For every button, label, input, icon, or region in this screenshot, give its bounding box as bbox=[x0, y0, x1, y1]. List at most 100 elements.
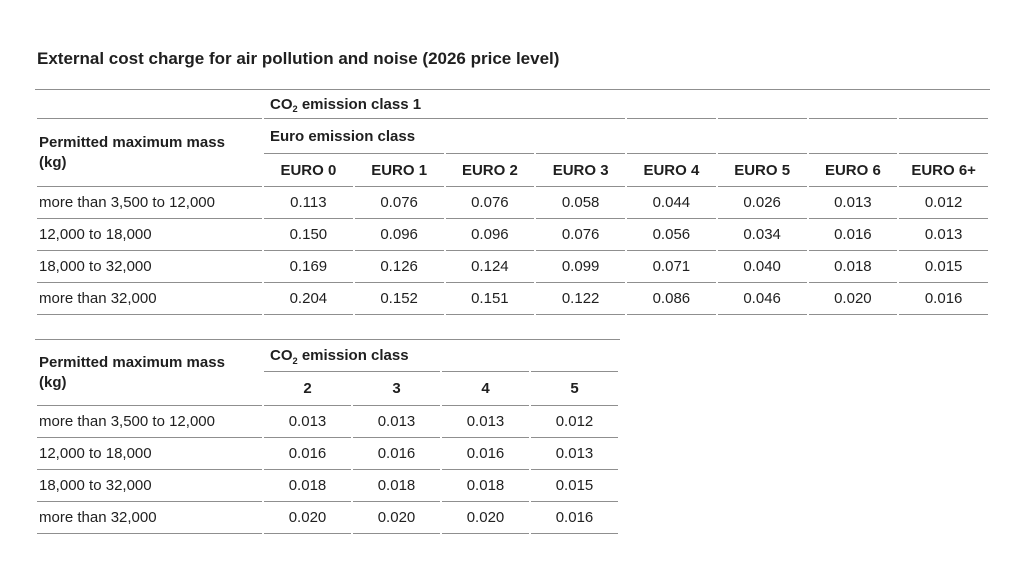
value-cell: 0.016 bbox=[353, 438, 440, 471]
spacer-cell bbox=[899, 119, 988, 155]
value-cell: 0.015 bbox=[899, 251, 988, 284]
value-cell: 0.076 bbox=[354, 187, 444, 220]
column-header-class5: 5 bbox=[531, 372, 618, 407]
value-cell: 0.018 bbox=[264, 470, 351, 503]
value-cell: 0.151 bbox=[445, 283, 535, 316]
spacer-cell bbox=[899, 90, 988, 120]
value-cell: 0.150 bbox=[264, 219, 353, 252]
value-cell: 0.056 bbox=[627, 219, 716, 252]
value-cell: 0.026 bbox=[717, 187, 807, 220]
value-cell: 0.071 bbox=[627, 251, 716, 284]
column-header-euro3: EURO 3 bbox=[536, 154, 625, 188]
row-header-mass: Permitted maximum mass (kg) bbox=[37, 340, 262, 407]
column-header-class4: 4 bbox=[442, 372, 529, 407]
table-row: more than 3,500 to 12,000 0.013 0.013 0.… bbox=[37, 406, 618, 439]
value-cell: 0.096 bbox=[354, 219, 444, 252]
value-cell: 0.034 bbox=[717, 219, 807, 252]
page-content: External cost charge for air pollution a… bbox=[35, 49, 990, 535]
value-cell: 0.169 bbox=[264, 251, 353, 284]
spacer-cell bbox=[536, 119, 625, 155]
row-label: more than 3,500 to 12,000 bbox=[37, 406, 262, 439]
spacer-cell bbox=[717, 90, 807, 120]
spacer-cell bbox=[445, 119, 535, 155]
value-cell: 0.018 bbox=[353, 470, 440, 503]
value-cell: 0.020 bbox=[264, 502, 351, 535]
table-row: more than 32,000 0.020 0.020 0.020 0.016 bbox=[37, 502, 618, 535]
table-row: 18,000 to 32,000 0.018 0.018 0.018 0.015 bbox=[37, 470, 618, 503]
column-header-euro2: EURO 2 bbox=[445, 154, 535, 188]
spacer-cell bbox=[627, 90, 716, 120]
row-header-mass: Permitted maximum mass (kg) bbox=[37, 119, 262, 188]
value-cell: 0.015 bbox=[531, 470, 618, 503]
value-cell: 0.046 bbox=[717, 283, 807, 316]
column-header-euro6: EURO 6 bbox=[808, 154, 898, 188]
table-row: 18,000 to 32,000 0.169 0.126 0.124 0.099… bbox=[37, 251, 988, 284]
value-cell: 0.113 bbox=[264, 187, 353, 220]
value-cell: 0.058 bbox=[536, 187, 625, 220]
column-header-class2: 2 bbox=[264, 372, 351, 407]
value-cell: 0.016 bbox=[442, 438, 529, 471]
row-label: more than 32,000 bbox=[37, 283, 262, 316]
value-cell: 0.013 bbox=[264, 406, 351, 439]
value-cell: 0.122 bbox=[536, 283, 625, 316]
value-cell: 0.016 bbox=[531, 502, 618, 535]
row-label: 12,000 to 18,000 bbox=[37, 438, 262, 471]
co2-emission-class-table: Permitted maximum mass (kg) CO2 emission… bbox=[35, 339, 620, 535]
subscript: 2 bbox=[292, 104, 298, 115]
value-cell: 0.020 bbox=[808, 283, 898, 316]
value-cell: 0.044 bbox=[627, 187, 716, 220]
value-cell: 0.040 bbox=[717, 251, 807, 284]
value-cell: 0.013 bbox=[899, 219, 988, 252]
value-cell: 0.018 bbox=[442, 470, 529, 503]
column-header-class3: 3 bbox=[353, 372, 440, 407]
value-cell: 0.204 bbox=[264, 283, 353, 316]
value-cell: 0.099 bbox=[536, 251, 625, 284]
table-row: 12,000 to 18,000 0.016 0.016 0.016 0.013 bbox=[37, 438, 618, 471]
euro-emission-class-header: Euro emission class bbox=[264, 119, 444, 155]
table-row: more than 32,000 0.204 0.152 0.151 0.122… bbox=[37, 283, 988, 316]
subscript: 2 bbox=[292, 355, 298, 366]
value-cell: 0.012 bbox=[899, 187, 988, 220]
value-cell: 0.020 bbox=[442, 502, 529, 535]
spacer-cell bbox=[531, 340, 618, 373]
value-cell: 0.124 bbox=[445, 251, 535, 284]
value-cell: 0.020 bbox=[353, 502, 440, 535]
row-label: 18,000 to 32,000 bbox=[37, 470, 262, 503]
co2-emission-class-header: CO2 emission class bbox=[264, 340, 440, 373]
value-cell: 0.013 bbox=[442, 406, 529, 439]
value-cell: 0.013 bbox=[531, 438, 618, 471]
value-cell: 0.152 bbox=[354, 283, 444, 316]
value-cell: 0.096 bbox=[445, 219, 535, 252]
value-cell: 0.013 bbox=[353, 406, 440, 439]
value-cell: 0.018 bbox=[808, 251, 898, 284]
spacer-cell bbox=[442, 340, 529, 373]
table-row: 12,000 to 18,000 0.150 0.096 0.096 0.076… bbox=[37, 219, 988, 252]
value-cell: 0.016 bbox=[264, 438, 351, 471]
spacer-cell bbox=[627, 119, 716, 155]
row-label: 18,000 to 32,000 bbox=[37, 251, 262, 284]
value-cell: 0.012 bbox=[531, 406, 618, 439]
column-header-euro1: EURO 1 bbox=[354, 154, 444, 188]
row-label: 12,000 to 18,000 bbox=[37, 219, 262, 252]
row-label: more than 32,000 bbox=[37, 502, 262, 535]
page-title: External cost charge for air pollution a… bbox=[37, 49, 560, 68]
spacer-cell bbox=[37, 90, 262, 120]
row-label: more than 3,500 to 12,000 bbox=[37, 187, 262, 220]
column-header-euro6plus: EURO 6+ bbox=[899, 154, 988, 188]
spacer-cell bbox=[808, 119, 898, 155]
value-cell: 0.076 bbox=[445, 187, 535, 220]
value-cell: 0.126 bbox=[354, 251, 444, 284]
euro-emission-class-table: CO2 emission class 1 Permitted maximum m… bbox=[35, 89, 990, 316]
table-row: more than 3,500 to 12,000 0.113 0.076 0.… bbox=[37, 187, 988, 220]
value-cell: 0.076 bbox=[536, 219, 625, 252]
value-cell: 0.013 bbox=[808, 187, 898, 220]
value-cell: 0.086 bbox=[627, 283, 716, 316]
column-header-euro4: EURO 4 bbox=[627, 154, 716, 188]
spacer-cell bbox=[808, 90, 898, 120]
spacer-cell bbox=[717, 119, 807, 155]
column-header-euro0: EURO 0 bbox=[264, 154, 353, 188]
value-cell: 0.016 bbox=[899, 283, 988, 316]
value-cell: 0.016 bbox=[808, 219, 898, 252]
column-header-euro5: EURO 5 bbox=[717, 154, 807, 188]
co2-class-1-header: CO2 emission class 1 bbox=[264, 90, 625, 120]
